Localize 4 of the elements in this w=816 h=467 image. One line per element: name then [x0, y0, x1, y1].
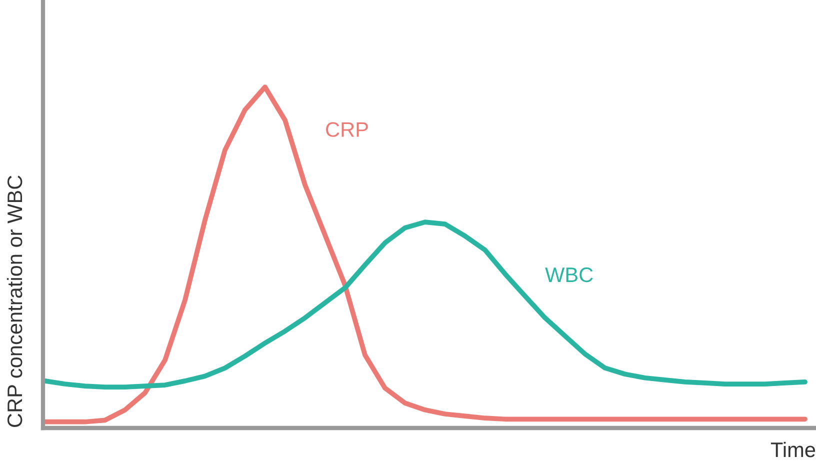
series-label: WBC [545, 267, 593, 282]
y-axis-title: CRP concentration or WBC [6, 176, 22, 427]
x-axis-title: Time [770, 442, 816, 458]
series-label: CRP [326, 122, 368, 137]
